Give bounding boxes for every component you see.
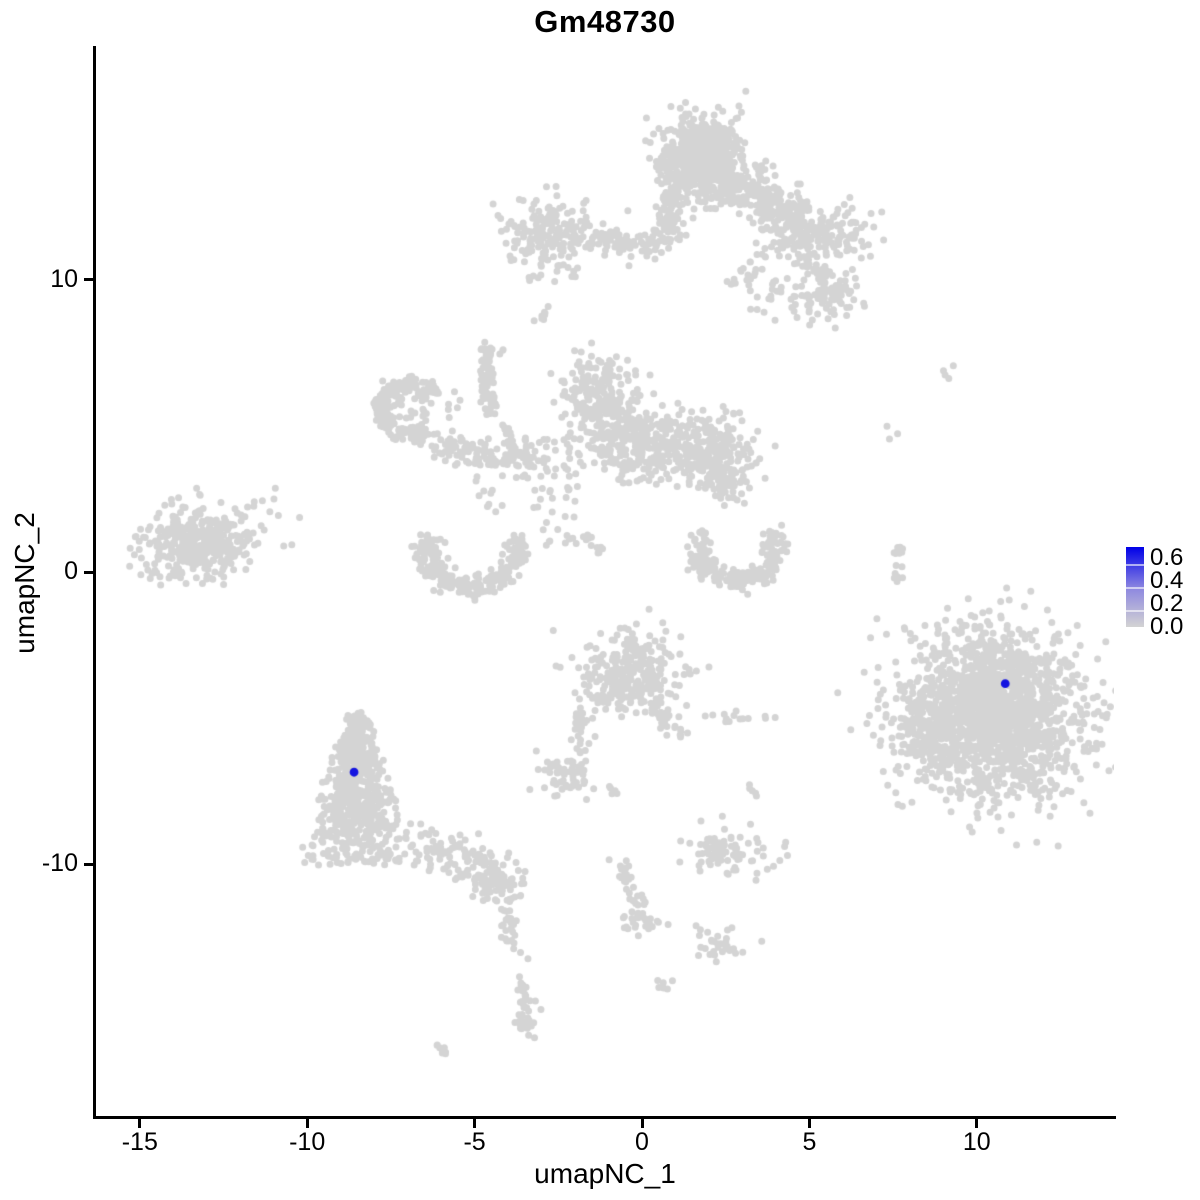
legend-tick-label: 0.0 xyxy=(1150,613,1184,640)
plot-area xyxy=(96,46,1114,1116)
x-tick-label: -5 xyxy=(463,1128,486,1156)
x-tick-label: -15 xyxy=(121,1128,158,1156)
legend-tick-label: 0.6 xyxy=(1150,544,1184,572)
x-axis-title: umapNC_1 xyxy=(534,1158,676,1189)
legend-tick-notch xyxy=(1126,587,1144,590)
x-tick-mark xyxy=(975,1119,979,1128)
x-tick-label: 10 xyxy=(962,1128,991,1156)
legend-tick-notch xyxy=(1126,633,1144,635)
x-tick-mark xyxy=(807,1119,811,1128)
x-tick-mark xyxy=(473,1119,477,1128)
legend-tick-label: 0.4 xyxy=(1150,567,1184,595)
x-axis-line xyxy=(93,1116,1116,1119)
y-axis-line xyxy=(93,46,96,1119)
x-tick-label: -10 xyxy=(289,1128,326,1156)
x-tick-label: 0 xyxy=(635,1128,649,1156)
y-tick-label: 0 xyxy=(64,557,78,585)
y-tick-mark xyxy=(84,570,93,574)
color-legend: 0.6 0.4 0.2 0.0 xyxy=(1120,540,1200,640)
y-axis-title: umapNC_2 xyxy=(9,512,40,654)
legend-tick-notch xyxy=(1126,610,1144,613)
legend-tick-notch xyxy=(1126,564,1144,567)
x-tick-mark xyxy=(138,1119,142,1128)
y-tick-mark xyxy=(84,278,93,282)
x-tick-mark xyxy=(305,1119,309,1128)
y-tick-label: -10 xyxy=(41,849,78,878)
legend-tick-label: 0.2 xyxy=(1150,590,1184,618)
y-tick-mark xyxy=(84,862,93,866)
y-tick-label: 10 xyxy=(50,264,78,293)
x-tick-label: 5 xyxy=(802,1128,817,1156)
legend-gradient-bar xyxy=(1126,547,1144,635)
scatter-points-canvas xyxy=(96,46,1114,1116)
x-tick-mark xyxy=(640,1119,644,1128)
plot-title: Gm48730 xyxy=(534,4,676,39)
